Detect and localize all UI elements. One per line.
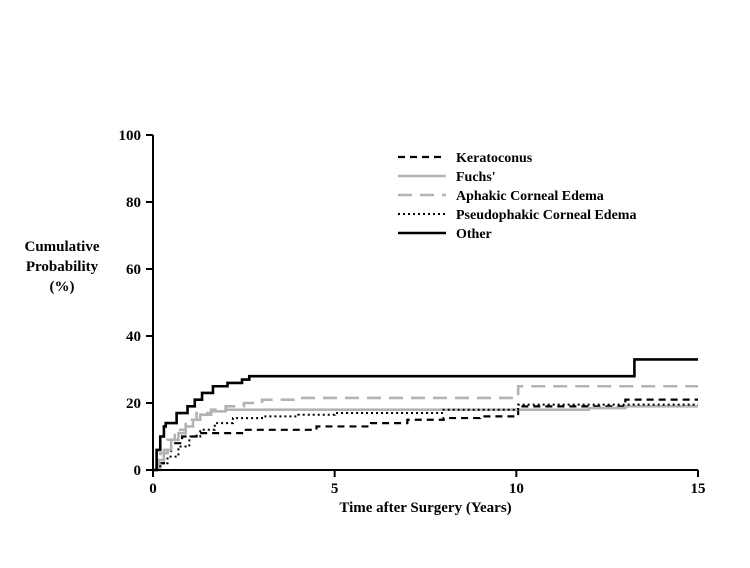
y-axis-label: (%) <box>50 279 75 295</box>
legend-label: Pseudophakic Corneal Edema <box>456 208 636 223</box>
legend-label: Keratoconus <box>456 151 533 166</box>
x-tick-label: 10 <box>509 481 524 497</box>
x-axis-label: Time after Surgery (Years) <box>339 500 511 516</box>
y-tick-label: 0 <box>134 463 142 479</box>
y-axis-label: Cumulative <box>25 239 100 255</box>
y-tick-label: 80 <box>126 195 141 211</box>
y-tick-label: 40 <box>126 329 141 345</box>
y-axis-label: Probability <box>26 259 99 275</box>
y-tick-label: 100 <box>119 128 142 144</box>
legend-label: Other <box>456 227 492 242</box>
x-tick-label: 15 <box>691 481 706 497</box>
x-tick-label: 0 <box>149 481 157 497</box>
legend-label: Aphakic Corneal Edema <box>456 189 604 204</box>
x-tick-label: 5 <box>331 481 339 497</box>
y-tick-label: 60 <box>126 262 141 278</box>
y-tick-label: 20 <box>126 396 141 412</box>
legend-label: Fuchs' <box>456 170 496 185</box>
survival-chart: 0 5 10 15 0 20 40 60 80 100 Time after Surgery (Ye… <box>0 0 750 568</box>
